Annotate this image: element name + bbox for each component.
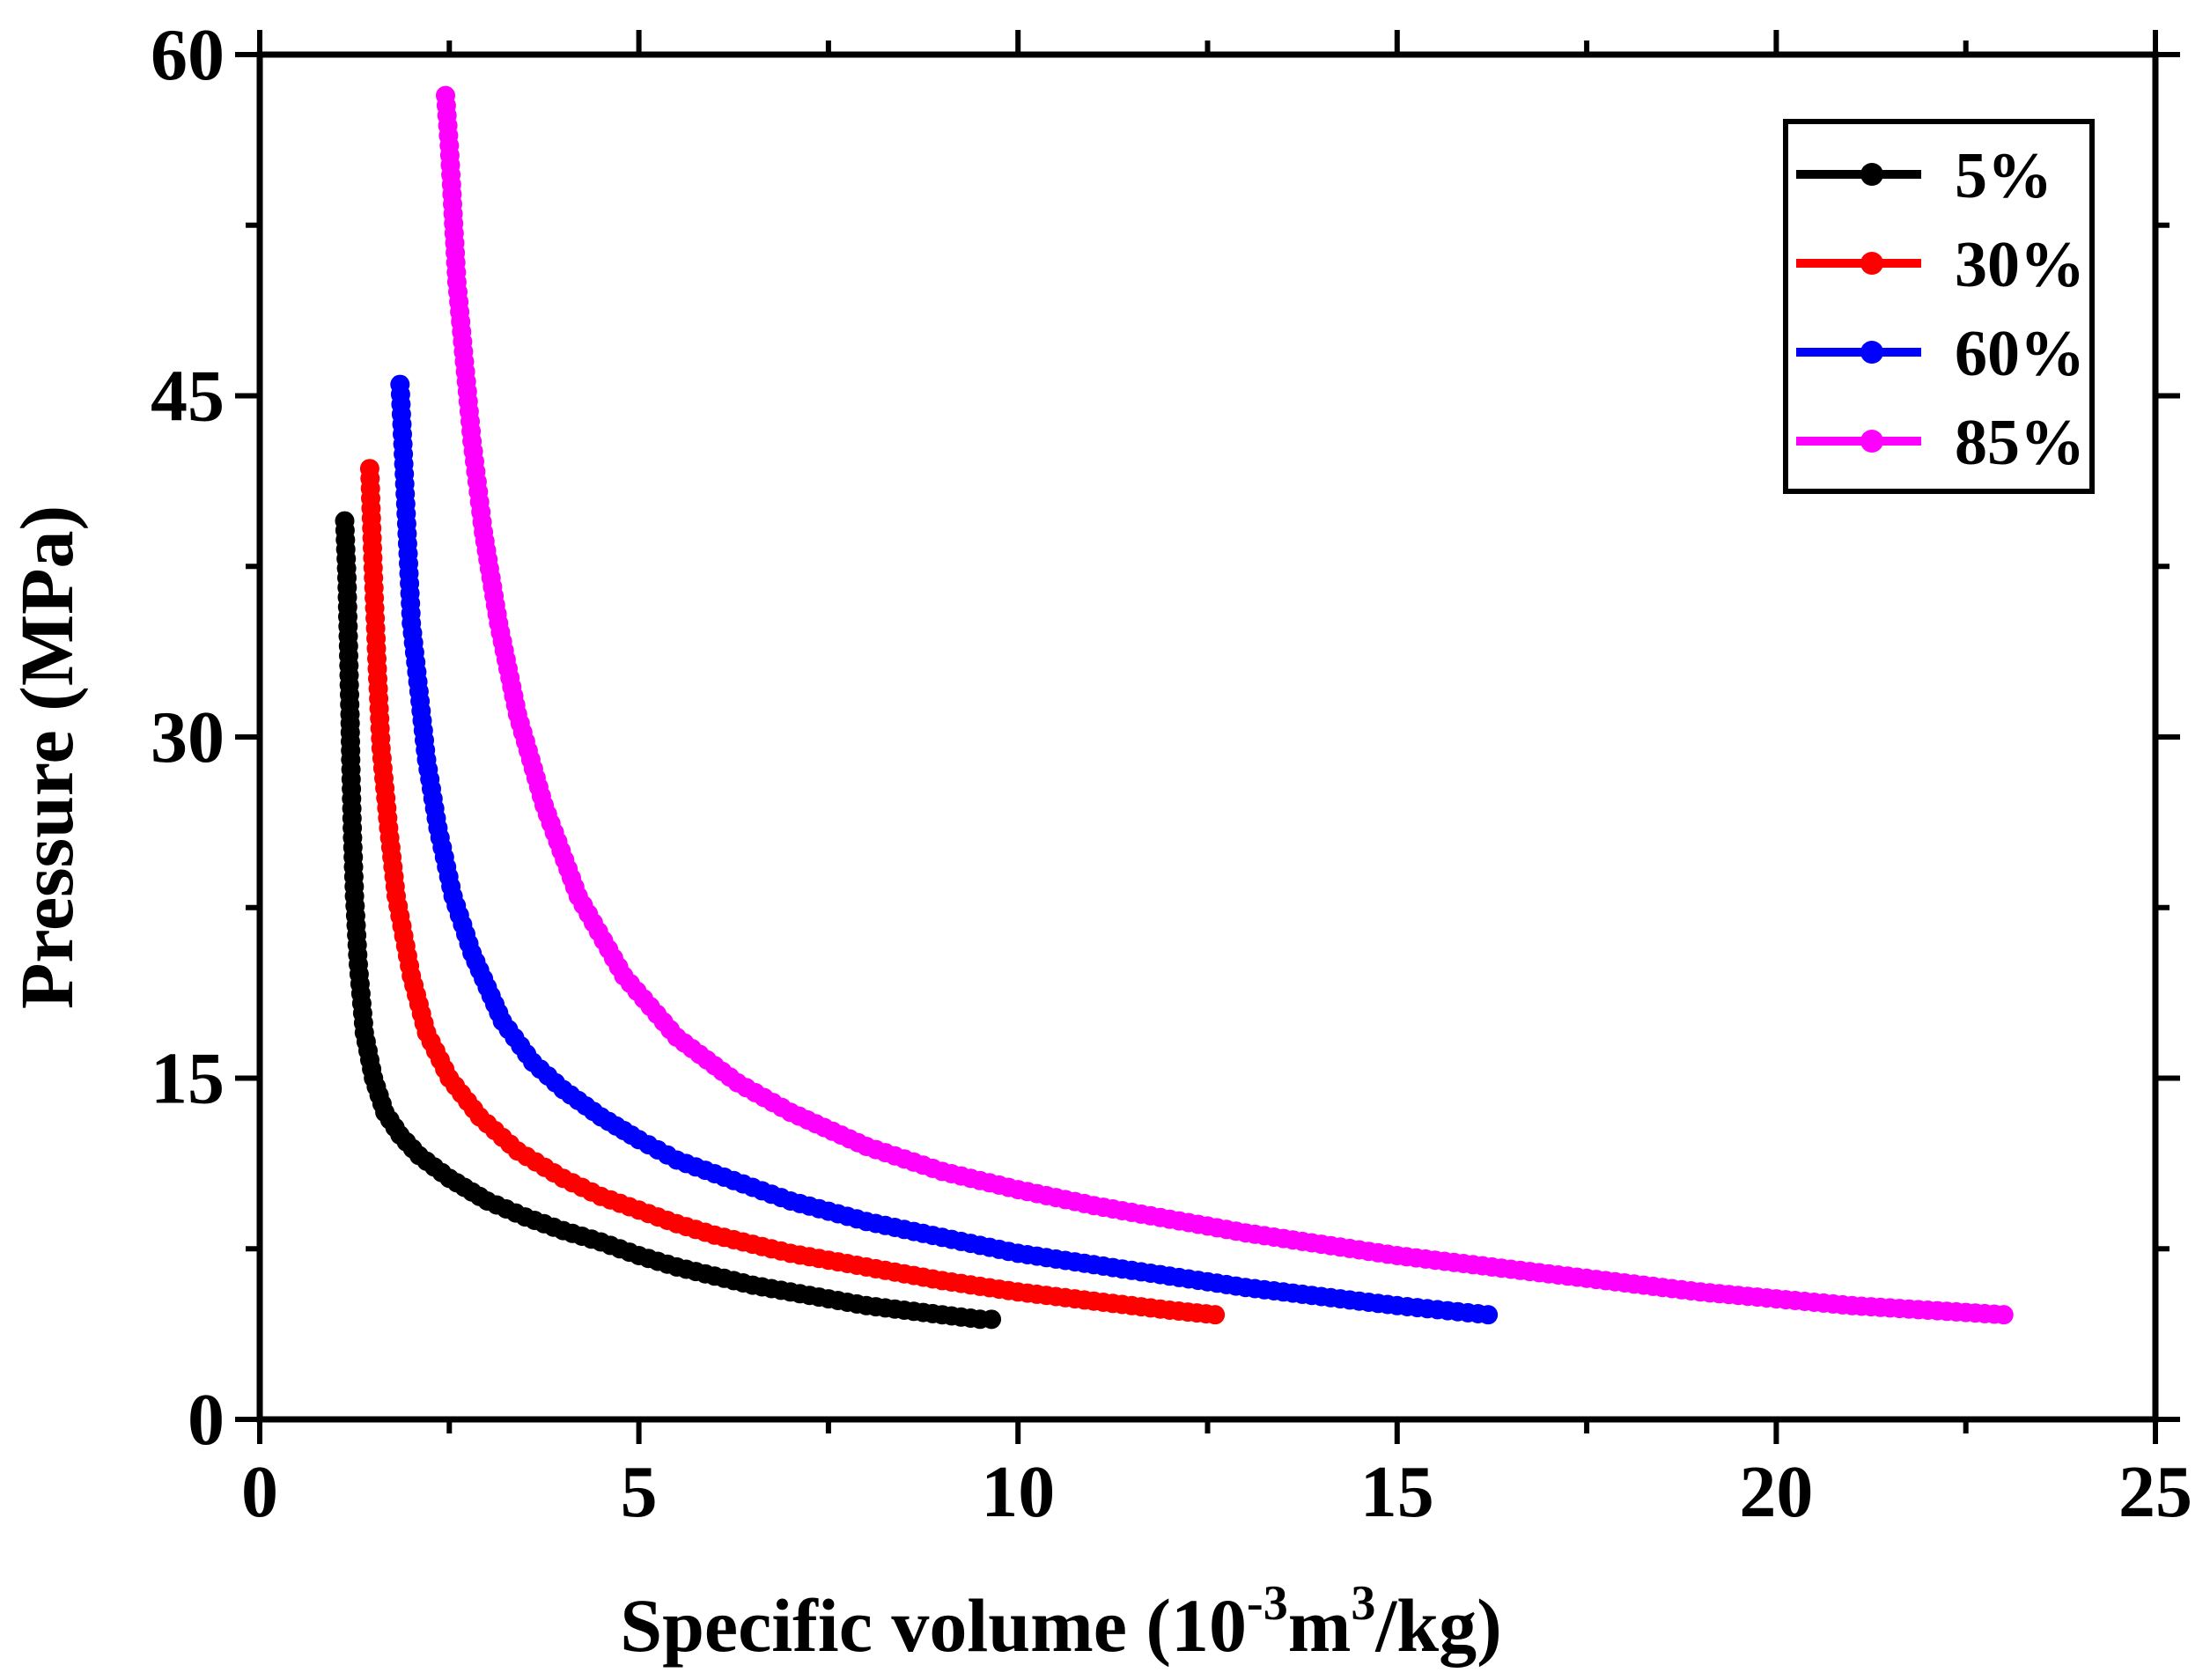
legend-item: 5% [1796,140,2052,212]
legend-frame [1783,119,2095,494]
y-axis-title: Pressure (MPa) [4,505,89,1009]
legend-item: 85% [1796,407,2085,479]
x-tick-label: 25 [2118,1451,2192,1533]
x-tick-label: 15 [1360,1451,1434,1533]
y-tick-label: 45 [151,356,225,438]
y-tick-label: 30 [151,696,225,778]
series-30pct [359,459,1226,1325]
data-point [1993,1305,2014,1325]
legend: 5% 30% 60% 85% [1783,119,2095,494]
x-axis-title-exp2: 3 [1351,1576,1375,1631]
legend-swatch-marker [1860,252,1883,275]
y-tick-label: 60 [151,14,225,96]
legend-label: 5% [1955,140,2052,212]
legend-label: 30% [1955,229,2085,301]
legend-label: 85% [1955,407,2085,479]
x-tick-label: 20 [1739,1451,1813,1533]
series-5pct [335,511,1002,1330]
data-point [982,1309,1002,1330]
x-tick-label: 10 [981,1451,1055,1533]
x-axis-title-end: /kg) [1374,1583,1501,1668]
series-60pct [390,374,1499,1325]
axes-layer: 0 5 10 15 20 25 0 15 30 45 60 [151,14,2192,1533]
x-axis-title-main: Specific volume (10 [620,1583,1247,1668]
legend-swatch-marker [1860,430,1883,453]
x-axis-title-mid: m [1288,1583,1352,1668]
legend-item: 60% [1796,318,2085,390]
data-point [1478,1305,1499,1325]
legend-swatch-marker [1860,163,1883,186]
series-85pct [436,85,2014,1325]
legend-label: 60% [1955,318,2085,390]
x-tick-label: 5 [621,1451,658,1533]
y-tick-label: 15 [151,1038,225,1120]
data-point [1205,1305,1226,1325]
x-axis-title-exp1: -3 [1247,1576,1288,1631]
y-tick-label: 0 [188,1379,225,1461]
x-tick-label: 0 [241,1451,278,1533]
legend-swatch-marker [1860,341,1883,364]
x-axis-title: Specific volume (10-3m3/kg) [620,1576,1501,1668]
legend-item: 30% [1796,229,2085,301]
series-layer [335,85,2014,1330]
